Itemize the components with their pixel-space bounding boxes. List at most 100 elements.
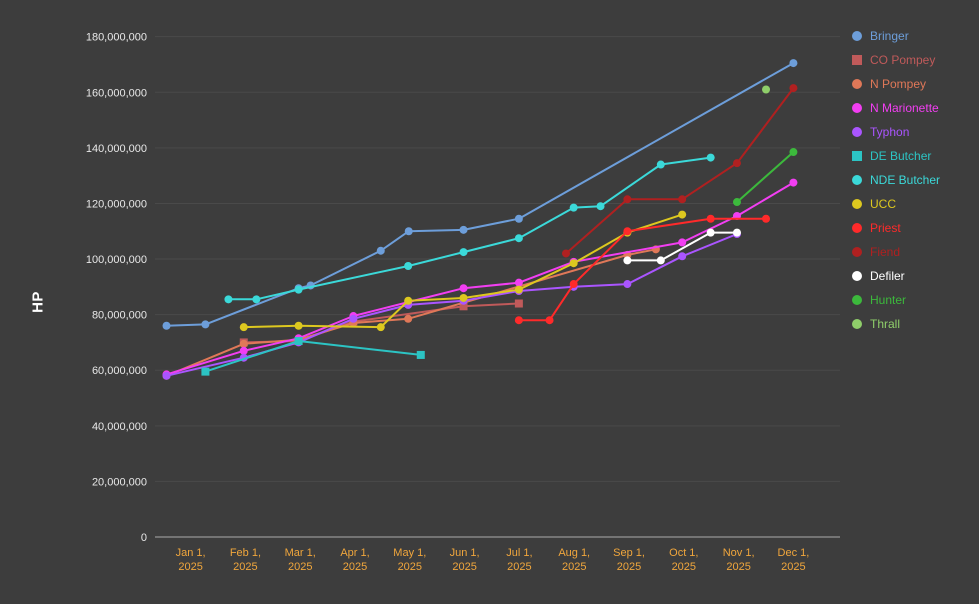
data-point-circle [789,178,798,187]
legend-item-hunter[interactable]: Hunter [852,288,940,312]
data-point-circle [376,246,385,255]
x-tick-sublabel: 2025 [562,561,586,573]
x-tick-label: Sep 1, [613,547,645,559]
series-line [227,156,712,301]
x-tick-label: Feb 1, [230,547,261,559]
legend-item-priest[interactable]: Priest [852,216,940,240]
series-line [736,151,795,204]
legend-circle-icon [852,319,862,329]
data-point-circle [789,84,798,93]
legend-item-n-marionette[interactable]: N Marionette [852,96,940,120]
x-tick-label: Jul 1, [506,547,532,559]
x-tick-sublabel: 2025 [781,561,805,573]
y-tick-label: 80,000,000 [92,310,147,322]
y-tick-label: 0 [141,532,147,544]
x-tick-sublabel: 2025 [398,561,422,573]
data-point-circle [569,203,578,212]
x-tick-sublabel: 2025 [726,561,750,573]
data-point-circle [732,198,741,207]
legend-square-icon [852,55,862,65]
data-point-circle [732,159,741,168]
legend-circle-icon [852,295,862,305]
y-tick-label: 20,000,000 [92,476,147,488]
data-point-square [201,367,210,376]
data-point-circle [459,248,468,257]
legend-circle-icon [852,199,862,209]
legend-label: DE Butcher [870,149,932,163]
data-point-circle [294,285,303,294]
data-point-circle [623,280,632,289]
legend-item-ucc[interactable]: UCC [852,192,940,216]
x-tick-label: May 1, [393,547,426,559]
legend-circle-icon [852,127,862,137]
legend-label: N Marionette [870,101,939,115]
x-tick-sublabel: 2025 [452,561,476,573]
data-point-circle [514,278,523,287]
x-tick-sublabel: 2025 [672,561,696,573]
legend-circle-icon [852,175,862,185]
x-tick-label: Dec 1, [778,547,810,559]
legend-label: Bringer [870,29,909,43]
legend-circle-icon [852,271,862,281]
series-line [626,231,738,262]
data-point-circle [569,280,578,289]
legend-item-typhon[interactable]: Typhon [852,120,940,144]
series-hunter [732,148,798,207]
series-defiler [623,228,741,265]
series-line [565,87,795,255]
legend-item-thrall[interactable]: Thrall [852,312,940,336]
legend-circle-icon [852,79,862,89]
series-thrall [762,85,771,94]
legend-label: Thrall [870,317,901,331]
legend-item-nde-butcher[interactable]: NDE Butcher [852,168,940,192]
legend-label: Fiend [870,245,901,259]
data-point-circle [514,234,523,243]
x-tick-label: Oct 1, [669,547,698,559]
legend-square-icon [852,151,862,161]
legend-label: Typhon [870,125,910,139]
data-point-circle [789,148,798,157]
series-line [165,181,795,376]
legend-item-fiend[interactable]: Fiend [852,240,940,264]
data-point-circle [404,314,413,323]
data-point-circle [239,339,248,348]
legend-circle-icon [852,103,862,113]
legend-item-bringer[interactable]: Bringer [852,24,940,48]
data-point-circle [545,316,554,325]
x-tick-sublabel: 2025 [617,561,641,573]
legend-item-co-pompey[interactable]: CO Pompey [852,48,940,72]
data-point-circle [678,210,687,219]
data-point-circle [678,252,687,261]
data-point-circle [376,323,385,332]
data-point-circle [678,238,687,247]
data-point-circle [706,228,715,237]
legend-item-defiler[interactable]: Defiler [852,264,940,288]
data-point-circle [239,346,248,355]
legend-circle-icon [852,247,862,257]
x-tick-sublabel: 2025 [233,561,257,573]
x-tick-sublabel: 2025 [178,561,202,573]
series-n-marionette [162,178,798,379]
data-point-square [459,302,468,311]
data-point-circle [732,228,741,237]
data-point-circle [623,227,632,236]
legend-label: N Pompey [870,77,927,91]
data-point-circle [294,321,303,330]
data-point-circle [252,295,261,304]
series-de-butcher [201,337,425,376]
legend-item-n-pompey[interactable]: N Pompey [852,72,940,96]
legend-item-de-butcher[interactable]: DE Butcher [852,144,940,168]
data-point-circle [656,160,665,169]
x-tick-label: Nov 1, [723,547,755,559]
x-tick-label: Apr 1, [340,547,369,559]
legend-circle-icon [852,31,862,41]
x-tick-label: Jan 1, [176,547,206,559]
data-point-square [416,350,425,359]
data-point-circle [623,256,632,265]
data-point-circle [459,293,468,302]
y-tick-label: 180,000,000 [86,32,147,44]
legend-label: UCC [870,197,896,211]
data-point-circle [201,320,210,329]
